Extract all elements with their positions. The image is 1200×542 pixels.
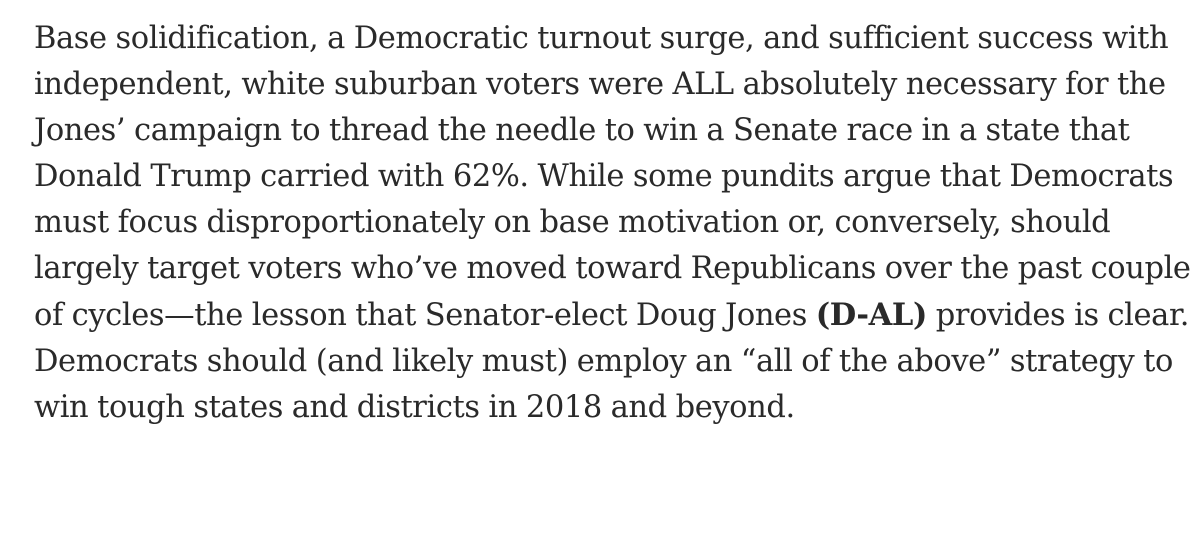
text-line: must focus disproportionately on base mo… [34, 205, 1111, 240]
text-line: Base solidification, a Democratic turnou… [34, 21, 1169, 56]
text-line: largely target voters who’ve moved towar… [34, 251, 1191, 286]
text-line: of cycles—the lesson that Senator-elect … [34, 292, 1189, 339]
text-line: Democrats should (and likely must) emplo… [34, 344, 1173, 379]
article-paragraph: Base solidification, a Democratic turnou… [34, 16, 1191, 431]
text-segment: of cycles—the lesson that Senator-elect … [34, 298, 816, 333]
text-line: independent, white suburban voters were … [34, 67, 1166, 102]
text-line: win tough states and districts in 2018 a… [34, 390, 795, 425]
text-line: Donald Trump carried with 62%. While som… [34, 159, 1174, 194]
party-state-label: (D-AL) [815, 297, 928, 333]
text-segment: provides is clear. [927, 298, 1190, 333]
text-line: Jones’ campaign to thread the needle to … [34, 113, 1130, 148]
